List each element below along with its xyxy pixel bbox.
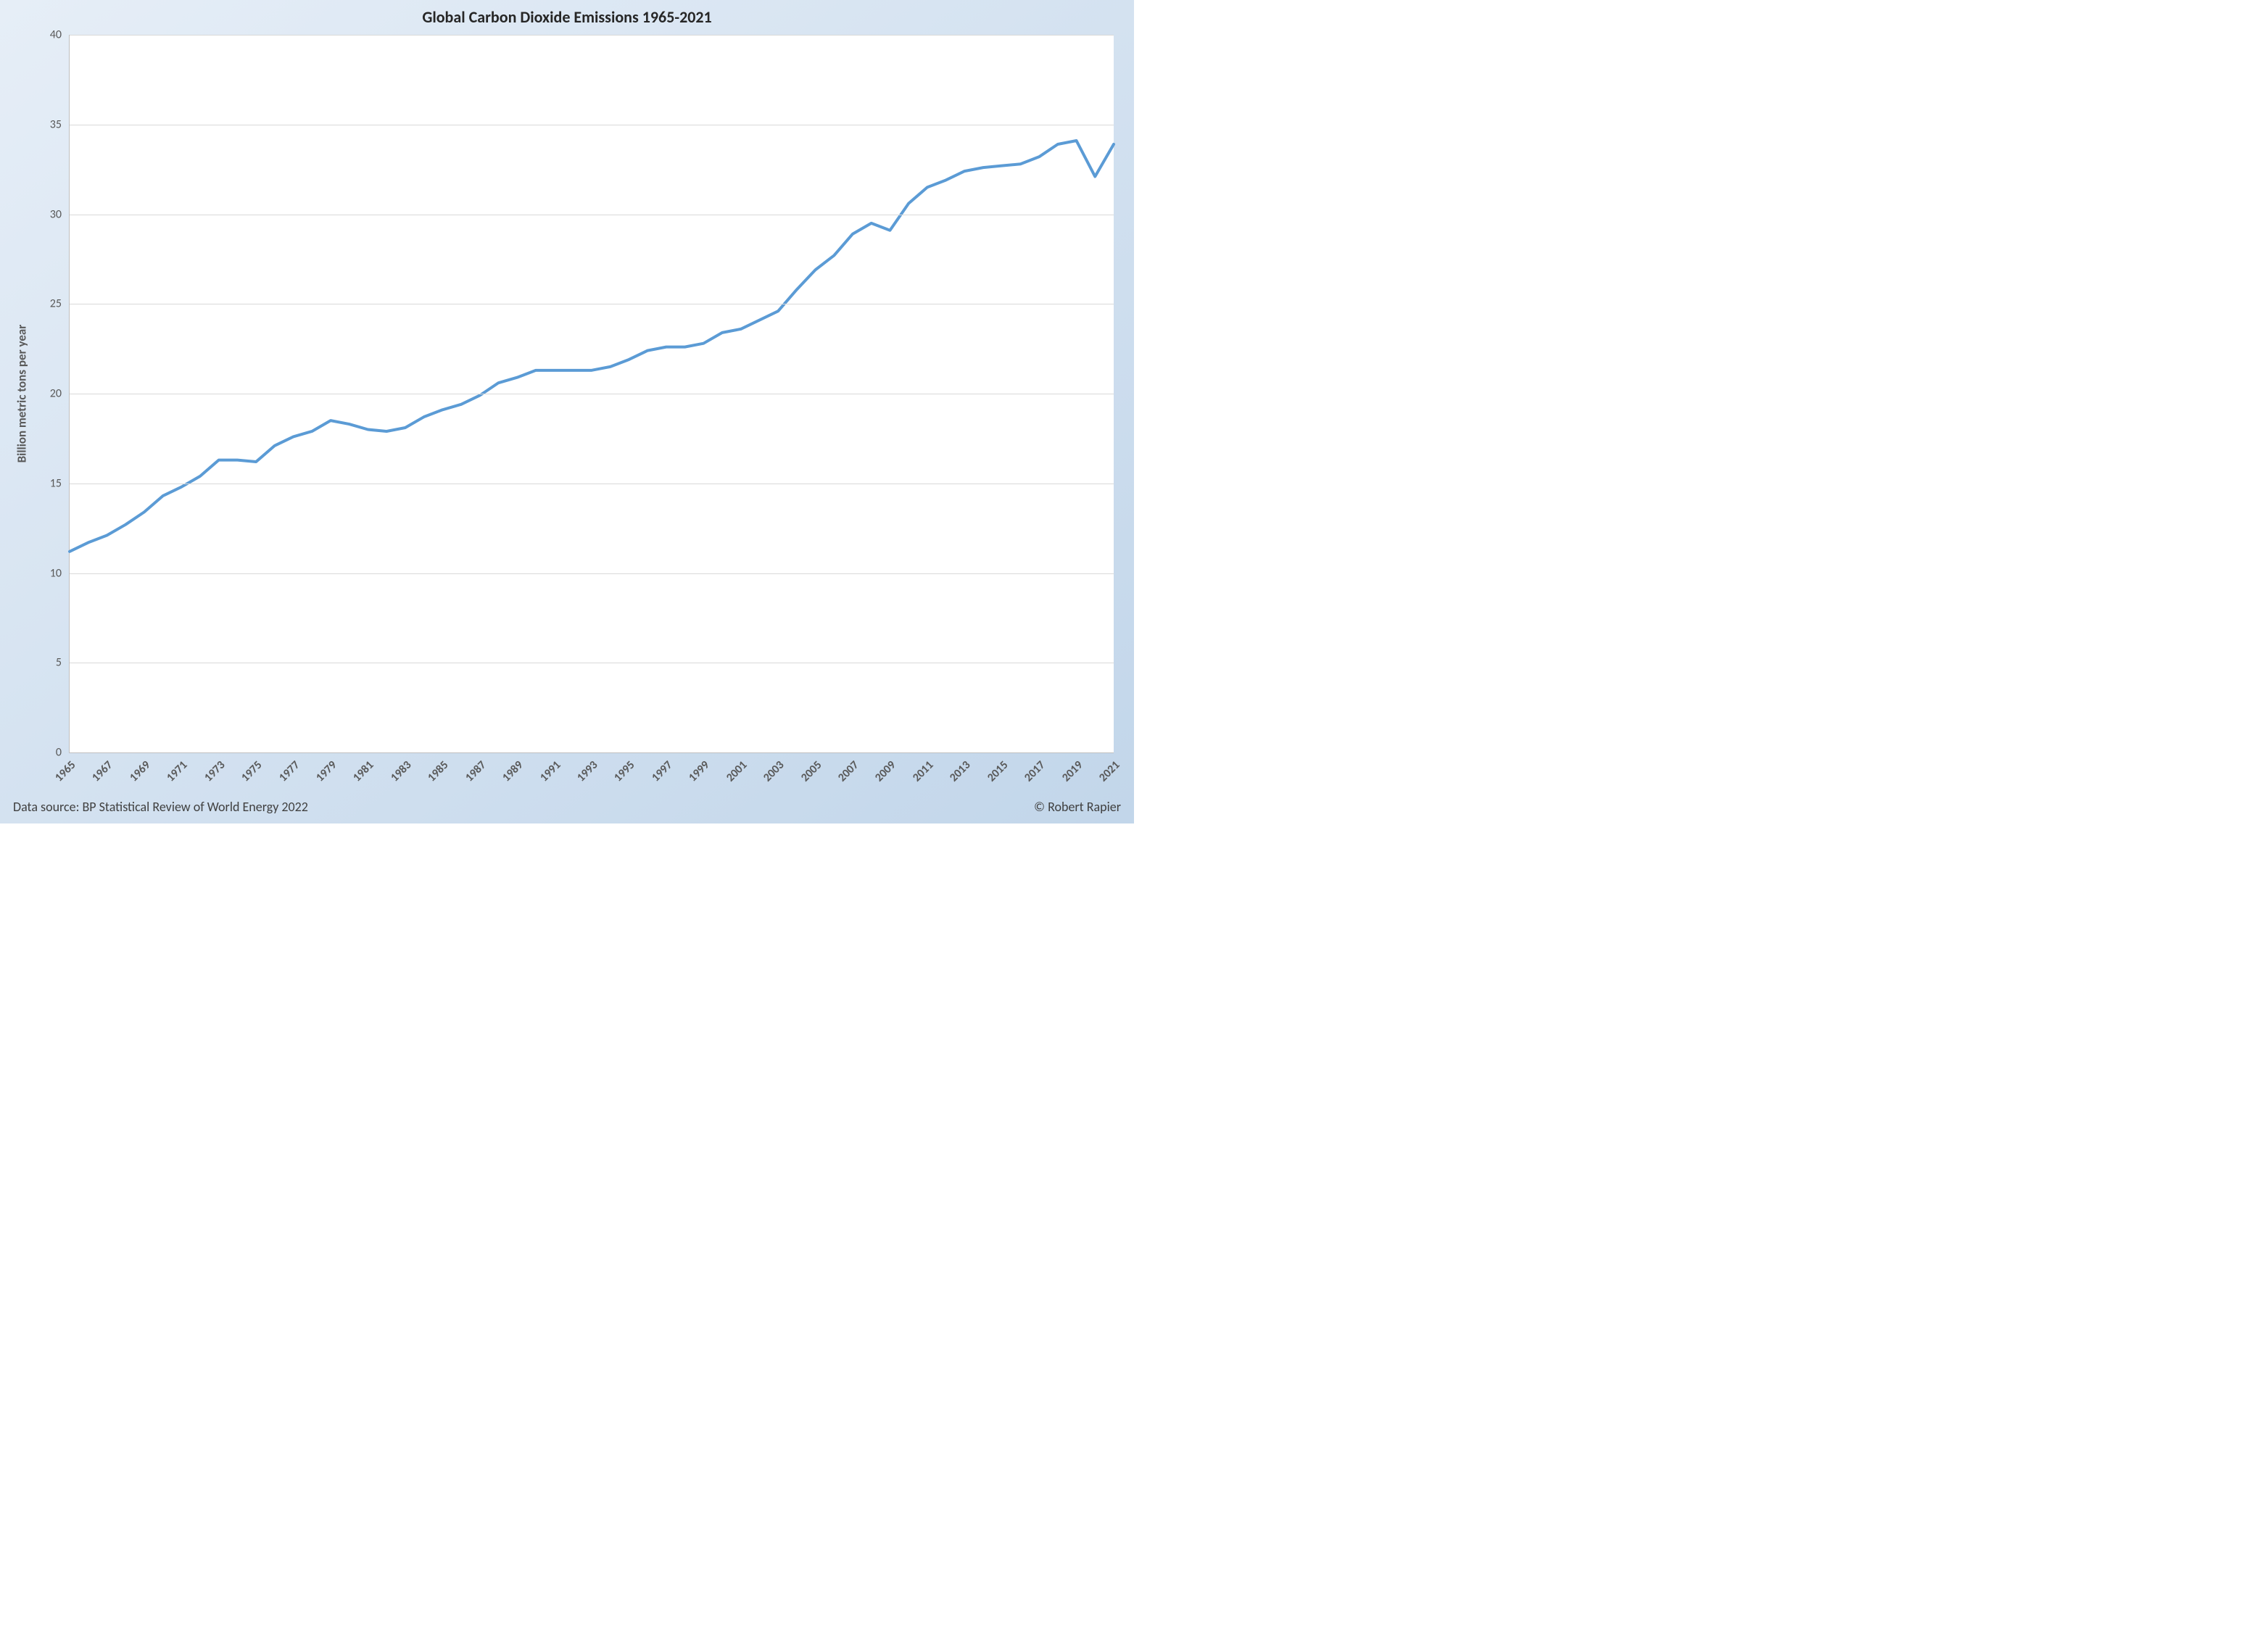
chart-title: Global Carbon Dioxide Emissions 1965-202… xyxy=(0,7,1134,27)
plot-area xyxy=(69,35,1114,753)
x-tick-label: 2007 xyxy=(835,758,861,784)
x-tick-label: 1987 xyxy=(463,758,489,784)
x-tick-label: 1991 xyxy=(537,758,563,784)
x-tick-label: 1969 xyxy=(127,758,153,784)
x-tick-label: 1983 xyxy=(388,758,414,784)
x-tick-label: 2017 xyxy=(1022,758,1048,784)
x-tick-label: 1999 xyxy=(686,758,712,784)
x-tick-label: 2015 xyxy=(985,758,1011,784)
x-tick-label: 1981 xyxy=(350,758,376,784)
y-tick-label: 35 xyxy=(0,117,62,131)
x-tick-label: 1975 xyxy=(239,758,265,784)
x-tick-label: 1967 xyxy=(89,758,115,784)
gridline xyxy=(70,35,1114,36)
x-tick-label: 2013 xyxy=(947,758,973,784)
x-tick-label: 1995 xyxy=(611,758,637,784)
x-tick-label: 1971 xyxy=(164,758,190,784)
series-line xyxy=(70,141,1114,552)
x-tick-label: 1973 xyxy=(202,758,228,784)
footer-credit: © Robert Rapier xyxy=(1034,799,1121,815)
x-tick-label: 1965 xyxy=(52,758,78,784)
y-tick-label: 10 xyxy=(0,566,62,580)
y-tick-label: 40 xyxy=(0,28,62,42)
y-tick-label: 5 xyxy=(0,656,62,670)
y-tick-label: 20 xyxy=(0,387,62,401)
y-tick-label: 30 xyxy=(0,207,62,221)
y-tick-label: 0 xyxy=(0,746,62,760)
x-tick-label: 2001 xyxy=(724,758,750,784)
footer-source: Data source: BP Statistical Review of Wo… xyxy=(13,799,308,815)
y-tick-label: 15 xyxy=(0,476,62,490)
x-tick-label: 1985 xyxy=(425,758,451,784)
x-tick-label: 1997 xyxy=(649,758,675,784)
x-tick-label: 2005 xyxy=(798,758,824,784)
x-tick-label: 1993 xyxy=(574,758,600,784)
x-tick-label: 2019 xyxy=(1059,758,1085,784)
gridline xyxy=(70,573,1114,574)
x-tick-label: 2003 xyxy=(761,758,787,784)
x-tick-label: 1979 xyxy=(313,758,339,784)
chart-container: Global Carbon Dioxide Emissions 1965-202… xyxy=(0,0,1134,824)
x-tick-label: 2009 xyxy=(872,758,898,784)
x-tick-label: 2021 xyxy=(1096,758,1122,784)
x-tick-label: 2011 xyxy=(910,758,936,784)
y-tick-label: 25 xyxy=(0,297,62,311)
x-tick-label: 1977 xyxy=(276,758,302,784)
x-tick-label: 1989 xyxy=(500,758,526,784)
